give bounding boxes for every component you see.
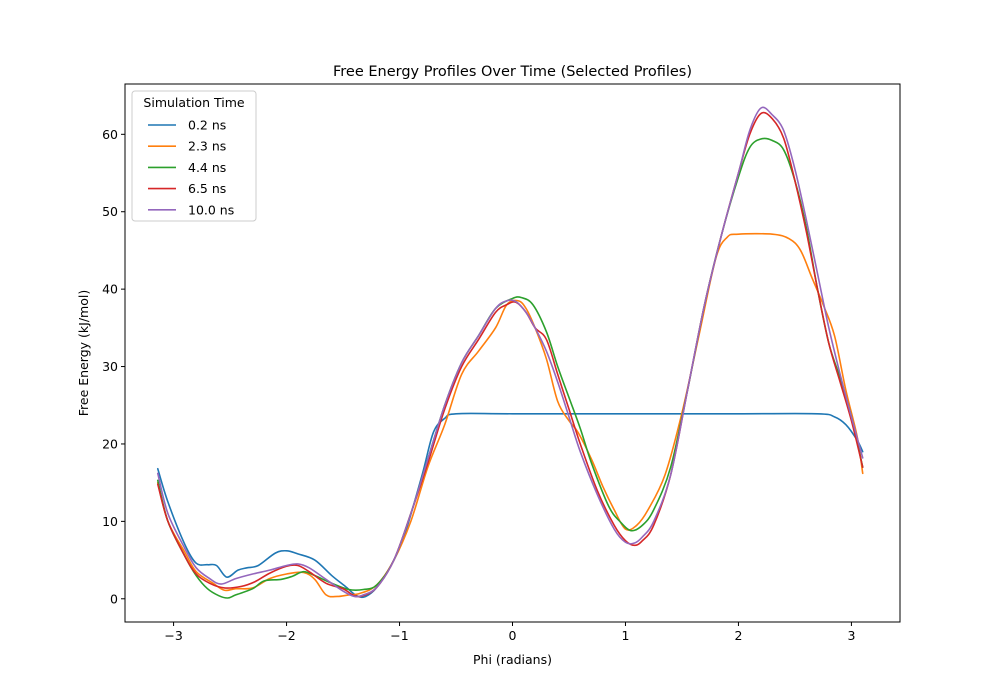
series-line-3 <box>156 111 864 598</box>
y-tick-label: 20 <box>102 436 118 451</box>
y-axis: 0 10 20 30 40 50 60 <box>102 127 125 606</box>
legend-label: 10.0 ns <box>188 202 234 217</box>
x-axis: −3 −2 −1 0 1 2 3 <box>164 622 855 643</box>
y-tick-label: 60 <box>102 127 118 142</box>
legend-label: 4.4 ns <box>188 160 226 175</box>
legend-title: Simulation Time <box>143 95 244 110</box>
x-tick-label: 3 <box>847 628 855 643</box>
series-line-0 <box>156 412 864 599</box>
legend-label: 6.5 ns <box>188 181 226 196</box>
y-tick-label: 0 <box>110 591 118 606</box>
x-tick-label: 0 <box>509 628 517 643</box>
series-line-4 <box>156 106 864 598</box>
x-tick-label: −2 <box>277 628 295 643</box>
plot-area <box>156 106 864 599</box>
y-tick-label: 40 <box>102 282 118 297</box>
y-tick-label: 10 <box>102 514 118 529</box>
x-axis-label: Phi (radians) <box>473 652 552 667</box>
y-tick-label: 30 <box>102 359 118 374</box>
series-line-1 <box>156 232 864 598</box>
x-tick-label: 2 <box>734 628 742 643</box>
y-tick-label: 50 <box>102 204 118 219</box>
x-tick-label: −1 <box>390 628 408 643</box>
chart-title: Free Energy Profiles Over Time (Selected… <box>333 64 692 80</box>
x-tick-label: −3 <box>164 628 182 643</box>
legend: Simulation Time 0.2 ns 2.3 ns 4.4 ns 6.5 ns… <box>131 90 257 222</box>
x-tick-label: 1 <box>621 628 629 643</box>
legend-label: 2.3 ns <box>188 139 226 154</box>
y-axis-label: Free Energy (kJ/mol) <box>76 290 91 416</box>
legend-label: 0.2 ns <box>188 118 226 133</box>
series-line-2 <box>156 137 864 599</box>
